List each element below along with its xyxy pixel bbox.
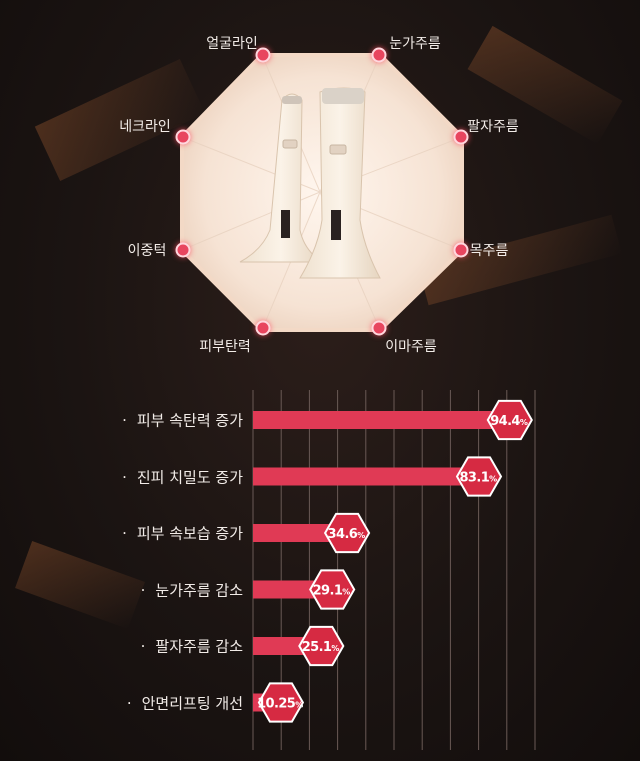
improvement-bar-chart: 94.4% 83.1% 34.6% 29.1% 25.1% 10.25% · 피부 속탄력 … bbox=[0, 380, 640, 761]
category-label: · 안면리프팅 개선 bbox=[126, 694, 243, 712]
device-large-image bbox=[299, 87, 381, 279]
zone-dot-jawline bbox=[255, 47, 271, 63]
zone-dot-forehead bbox=[371, 320, 387, 336]
chart-svg: 94.4% 83.1% 34.6% 29.1% 25.1% 10.25% bbox=[252, 390, 536, 750]
category-label: · 진피 치밀도 증가 bbox=[122, 468, 243, 486]
device-small-image bbox=[239, 93, 324, 263]
zone-label-neckwrinkle: 목주름 bbox=[469, 243, 509, 259]
value-badge bbox=[486, 399, 533, 441]
bar bbox=[253, 524, 348, 542]
bar bbox=[253, 411, 510, 429]
value-badge bbox=[298, 625, 345, 667]
zone-label-elasticity: 피부탄력 bbox=[199, 339, 251, 355]
treatment-zone-diagram: 얼굴라인 눈가주름 네크라인 팔자주름 이중턱 목주름 피부탄력 이마주름 bbox=[0, 0, 640, 380]
octagon-graphic bbox=[180, 53, 464, 332]
zone-label-nasolabial: 팔자주름 bbox=[467, 119, 519, 135]
value-badge bbox=[309, 569, 356, 610]
zone-dot-nasolabial bbox=[453, 129, 469, 145]
value-label: 25.1% bbox=[302, 640, 340, 655]
zone-dot-eye bbox=[371, 47, 387, 63]
value-label: 94.4% bbox=[490, 414, 528, 429]
zone-dot-elasticity bbox=[255, 320, 271, 336]
value-label: 34.6% bbox=[328, 527, 366, 542]
zone-label-eye: 눈가주름 bbox=[389, 36, 441, 52]
zone-dot-chin bbox=[175, 242, 191, 258]
value-label: 29.1% bbox=[313, 584, 351, 599]
zone-label-chin: 이중턱 bbox=[127, 243, 167, 259]
bar bbox=[253, 467, 480, 486]
value-badge bbox=[455, 456, 503, 497]
category-label: · 팔자주름 감소 bbox=[140, 637, 243, 656]
value-badge bbox=[323, 512, 371, 554]
category-label: · 눈가주름 감소 bbox=[140, 581, 243, 599]
zone-dot-neck bbox=[175, 129, 191, 145]
zone-label-jawline: 얼굴라인 bbox=[206, 36, 258, 52]
value-label: 83.1% bbox=[459, 471, 497, 486]
category-label: · 피부 속탄력 증가 bbox=[122, 411, 243, 430]
value-badge bbox=[257, 682, 305, 723]
zone-label-forehead: 이마주름 bbox=[385, 339, 437, 355]
zone-dot-neckwrinkle bbox=[453, 242, 469, 258]
value-label: 10.25% bbox=[257, 697, 303, 712]
category-label: · 피부 속보습 증가 bbox=[122, 524, 243, 543]
zone-label-neck: 네크라인 bbox=[119, 119, 171, 135]
